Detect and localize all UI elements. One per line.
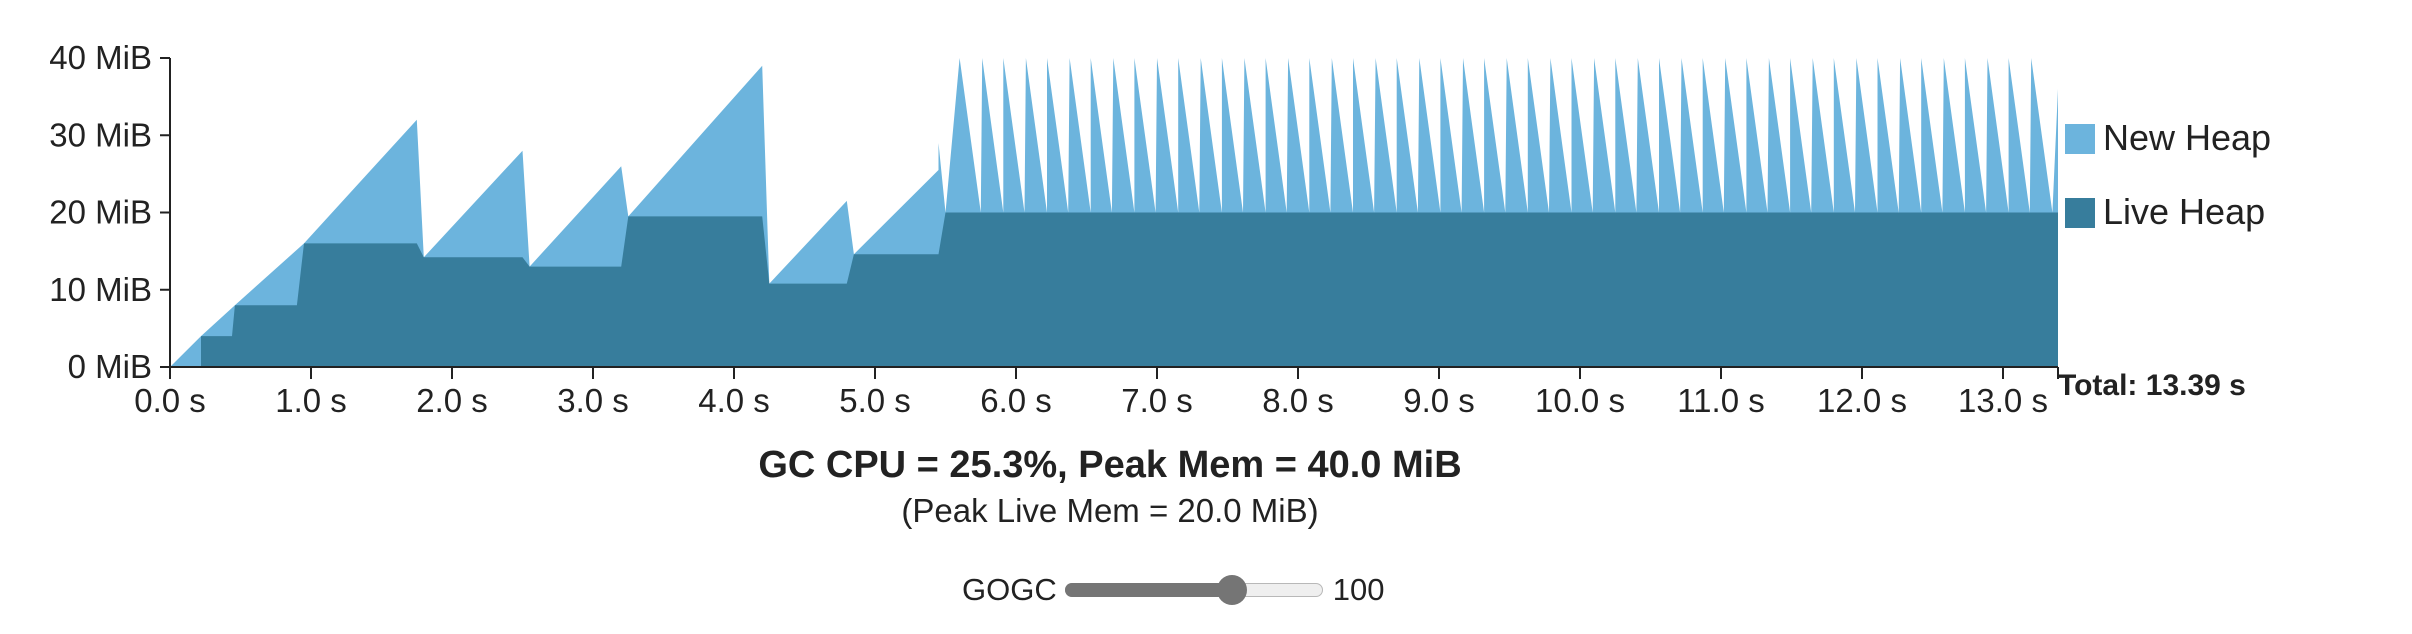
gogc-slider[interactable]	[1064, 570, 1323, 610]
x-axis: 0.0 s 1.0 s 2.0 s 3.0 s 4.0 s 5.0 s 6.0 s 7.0 s…	[134, 366, 2059, 419]
gogc-control: GOGC 100	[962, 570, 1384, 610]
summary-sub: (Peak Live Mem = 20.0 MiB)	[901, 492, 1319, 529]
x-tick-label: 1.0 s	[275, 382, 347, 419]
y-tick-label: 0 MiB	[68, 348, 152, 385]
summary-main: GC CPU = 25.3%, Peak Mem = 40.0 MiB	[758, 444, 1462, 486]
x-tick-label: 13.0 s	[1958, 382, 2048, 419]
x-tick-label: 10.0 s	[1535, 382, 1625, 419]
y-tick-label: 10 MiB	[49, 271, 152, 308]
legend-swatch-live-heap	[2065, 198, 2095, 228]
gc-memory-chart: 0 MiB 10 MiB 20 MiB 30 MiB 40 MiB 0.0 s 1.0 s…	[49, 39, 2271, 419]
x-tick-label: 4.0 s	[698, 382, 770, 419]
x-tick-label: 9.0 s	[1403, 382, 1475, 419]
x-tick-label: 5.0 s	[839, 382, 911, 419]
x-tick-label: 12.0 s	[1817, 382, 1907, 419]
x-tick-label: 0.0 s	[134, 382, 206, 419]
slider-fill	[1064, 583, 1233, 597]
gogc-value: 100	[1332, 572, 1385, 607]
x-tick-label: 3.0 s	[557, 382, 629, 419]
x-tick-label: 11.0 s	[1677, 382, 1764, 419]
y-tick-label: 20 MiB	[49, 194, 152, 231]
x-tick-label: 6.0 s	[980, 382, 1052, 419]
legend: New Heap Live Heap	[2065, 117, 2271, 232]
gogc-label: GOGC	[962, 572, 1057, 607]
legend-swatch-new-heap	[2065, 124, 2095, 154]
legend-label-new-heap: New Heap	[2103, 117, 2271, 158]
total-duration-label: Total: 13.39 s	[2058, 369, 2246, 402]
legend-label-live-heap: Live Heap	[2103, 191, 2265, 232]
live-heap-area	[201, 212, 2058, 367]
x-tick-label: 2.0 s	[416, 382, 488, 419]
plot-area	[170, 58, 2058, 367]
y-axis: 0 MiB 10 MiB 20 MiB 30 MiB 40 MiB	[49, 39, 171, 385]
slider-thumb[interactable]	[1217, 575, 1248, 605]
y-tick-label: 30 MiB	[49, 116, 152, 153]
x-tick-label: 8.0 s	[1262, 382, 1334, 419]
x-tick-label: 7.0 s	[1121, 382, 1193, 419]
y-tick-label: 40 MiB	[49, 39, 152, 76]
